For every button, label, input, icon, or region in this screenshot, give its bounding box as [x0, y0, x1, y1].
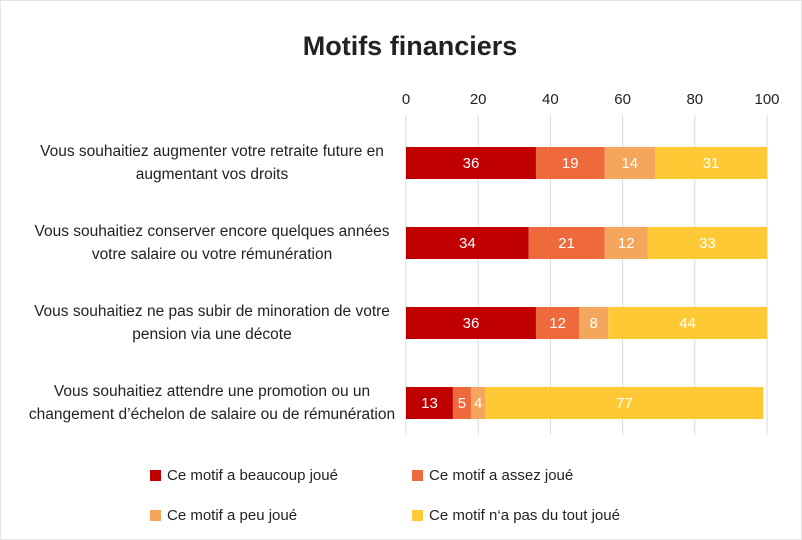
x-tick-label: 60 — [614, 91, 631, 108]
category-label: Vous souhaitiez augmenter votre retraite… — [40, 143, 384, 183]
bar-segment — [579, 307, 609, 339]
category-label: Vous souhaitiez ne pas subir de minorati… — [34, 303, 390, 343]
data-label: 14 — [621, 155, 638, 172]
x-tick-label: 100 — [754, 91, 779, 108]
data-label: 33 — [699, 235, 716, 252]
legend-label: Ce motif a assez joué — [429, 467, 573, 484]
bar-segment — [655, 147, 767, 179]
bar-segment — [604, 227, 648, 259]
bar-segment — [604, 147, 656, 179]
bar-segment — [406, 307, 536, 339]
bar-segment — [528, 227, 605, 259]
data-label: 4 — [474, 395, 482, 412]
bar-segment — [535, 147, 605, 179]
data-label: 36 — [463, 315, 480, 332]
bar-segment — [535, 307, 580, 339]
legend-swatch — [412, 470, 423, 481]
x-tick-label: 40 — [542, 91, 559, 108]
data-label: 31 — [703, 155, 720, 172]
chart-title: Motifs financiers — [303, 31, 518, 61]
legend-label: Ce motif n‘a pas du tout joué — [429, 507, 620, 524]
data-label: 34 — [459, 235, 476, 252]
data-label: 21 — [558, 235, 575, 252]
data-label: 8 — [590, 315, 598, 332]
bar-segment — [406, 147, 536, 179]
bar-segment — [485, 387, 764, 419]
x-tick-label: 0 — [402, 91, 410, 108]
data-label: 44 — [679, 315, 696, 332]
data-label: 13 — [421, 395, 438, 412]
category-label: Vous souhaitiez conserver encore quelque… — [34, 223, 390, 263]
legend-swatch — [150, 470, 161, 481]
bar-segment — [470, 387, 486, 419]
data-label: 36 — [463, 155, 480, 172]
data-label: 12 — [618, 235, 635, 252]
legend-swatch — [150, 510, 161, 521]
data-label: 12 — [549, 315, 566, 332]
x-tick-label: 20 — [470, 91, 487, 108]
data-label: 5 — [458, 395, 466, 412]
x-tick-label: 80 — [686, 91, 703, 108]
bar-segment — [406, 227, 529, 259]
category-label: Vous souhaitiez attendre une promotion o… — [28, 383, 396, 423]
bar-segment — [647, 227, 767, 259]
legend-label: Ce motif a beaucoup joué — [167, 467, 338, 484]
bar-segment — [406, 387, 453, 419]
legend-swatch — [412, 510, 423, 521]
legend-label: Ce motif a peu joué — [167, 507, 297, 524]
bar-segment — [608, 307, 767, 339]
bar-segment — [452, 387, 471, 419]
data-label: 19 — [562, 155, 579, 172]
data-label: 77 — [616, 395, 633, 412]
